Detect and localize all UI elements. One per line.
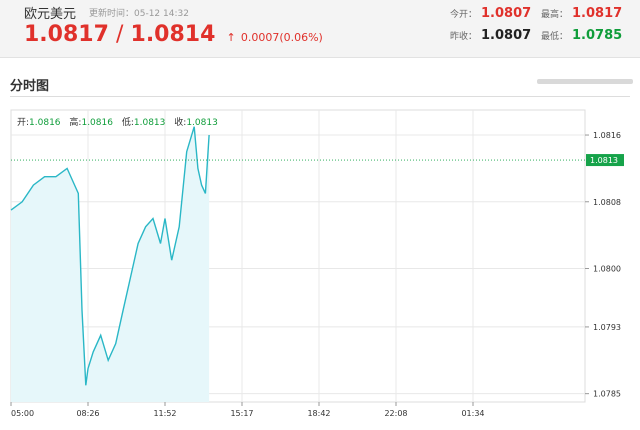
current-price-tag: 1.0813 xyxy=(586,154,624,167)
x-tick-label: 11:52 xyxy=(153,409,176,418)
ohlc-high-label: 高: xyxy=(69,116,81,128)
intraday-chart[interactable]: 1.0816 1.0808 1.0800 1.0793 1.0785 05:00 08:2… xyxy=(0,106,640,430)
prev-close-stat: 昨收： 1.0807 xyxy=(450,28,531,43)
y-axis: 1.0816 1.0808 1.0800 1.0793 1.0785 xyxy=(585,131,621,399)
update-time: 更新时间：05-12 14:32 xyxy=(89,9,189,19)
x-tick-label: 18:42 xyxy=(307,409,330,418)
second-price: 1.0814 xyxy=(130,22,216,47)
ohlc-low-label: 低: xyxy=(122,116,134,128)
x-tick-label: 22:08 xyxy=(384,409,407,418)
current-price-tag-bg xyxy=(586,154,624,167)
ohlc-high-value: 1.0816 xyxy=(81,118,113,128)
open-stat: 今开： 1.0807 xyxy=(450,6,531,21)
prev-close-value: 1.0807 xyxy=(481,28,532,43)
y-tick-label: 1.0800 xyxy=(593,265,621,274)
low-value: 1.0785 xyxy=(572,28,623,43)
chart-toolbar[interactable] xyxy=(537,79,633,84)
ohlc-open-label: 开: xyxy=(17,117,29,128)
x-tick-label: 01:34 xyxy=(461,409,484,418)
open-value: 1.0807 xyxy=(481,6,532,21)
ohlc-close-label: 收: xyxy=(174,116,186,128)
y-tick-label: 1.0785 xyxy=(593,390,621,399)
y-tick-label: 1.0808 xyxy=(593,198,621,207)
ohlc-open-value: 1.0816 xyxy=(29,118,61,128)
current-price-tag-text: 1.0813 xyxy=(590,156,618,165)
y-tick-label: 1.0793 xyxy=(593,323,621,332)
price-line xyxy=(10,126,210,386)
current-price: 1.0817 xyxy=(24,22,109,47)
low-label: 最低： xyxy=(541,32,569,42)
prev-close-label: 昨收： xyxy=(450,32,478,42)
high-label: 最高： xyxy=(541,10,569,20)
section-title: 分时图 xyxy=(10,79,50,94)
section-divider xyxy=(10,96,630,97)
x-axis: 05:00 08:26 11:52 15:17 18:42 22:08 01:34 xyxy=(10,402,485,418)
x-tick-label: 15:17 xyxy=(230,409,253,418)
chart-grid xyxy=(10,109,586,403)
price-change: 0.0007(0.06%) xyxy=(240,31,323,44)
price-row: 1.0817 / 1.0814 ↑ 0.0007(0.06%) xyxy=(24,22,323,47)
price-separator: / xyxy=(116,22,124,47)
ohlc-readout: 开:1.0816 高:1.0816 低:1.0813 收:1.0813 xyxy=(17,116,218,128)
y-tick-label: 1.0816 xyxy=(593,131,621,140)
high-stat: 最高： 1.0817 xyxy=(541,6,622,21)
ohlc-low-value: 1.0813 xyxy=(134,118,166,128)
high-value: 1.0817 xyxy=(572,6,623,21)
open-label: 今开： xyxy=(450,10,478,20)
pair-name: 欧元美元 xyxy=(24,7,77,22)
up-arrow-icon: ↑ xyxy=(226,31,236,44)
ohlc-close-value: 1.0813 xyxy=(186,118,218,128)
price-area xyxy=(11,126,210,402)
x-tick-label: 05:00 xyxy=(11,409,34,418)
low-stat: 最低： 1.0785 xyxy=(541,28,622,43)
x-tick-label: 08:26 xyxy=(76,409,99,418)
quote-header: 欧元美元 更新时间：05-12 14:32 1.0817 / 1.0814 ↑ … xyxy=(0,0,640,58)
